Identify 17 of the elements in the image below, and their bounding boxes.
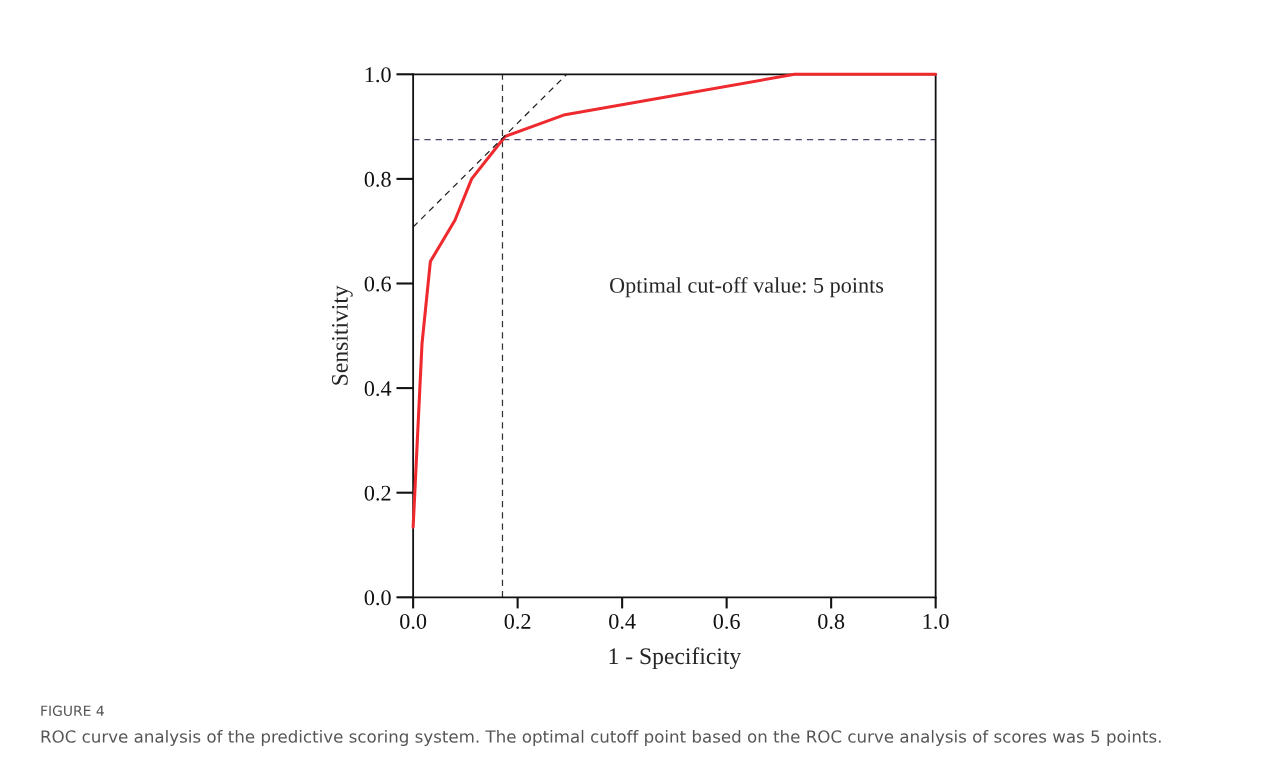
y-axis-title: Sensitivity [331, 285, 353, 385]
caption: FIGURE 4 [41, 705, 104, 717]
x-tick-label: 0.0 [400, 613, 427, 630]
y-tick-label: 0.6 [364, 276, 391, 292]
x-tick-label: 1.0 [923, 613, 949, 630]
y-tick-label: 0.4 [364, 381, 392, 397]
y-tick-label: 0.8 [364, 171, 391, 187]
x-axis-title: 1 - Specificity [609, 647, 742, 670]
y-tick-label: 1.0 [365, 67, 391, 83]
x-tick-label: 0.2 [504, 613, 531, 630]
annotation: Optimal cut-off value: 5 points [609, 276, 884, 298]
y-tick-label: 0.0 [364, 590, 391, 606]
y-tick-label: 0.2 [364, 485, 391, 501]
text: ROC curve analysis of the predictive scoring system. The optimal cutoff point based on the ROC curve analysis of scores was 5 points. [41, 729, 1161, 747]
x-tick-label: 0.6 [713, 613, 740, 630]
x-tick-label: 0.8 [818, 613, 845, 630]
x-tick-label: 0.4 [609, 613, 636, 630]
